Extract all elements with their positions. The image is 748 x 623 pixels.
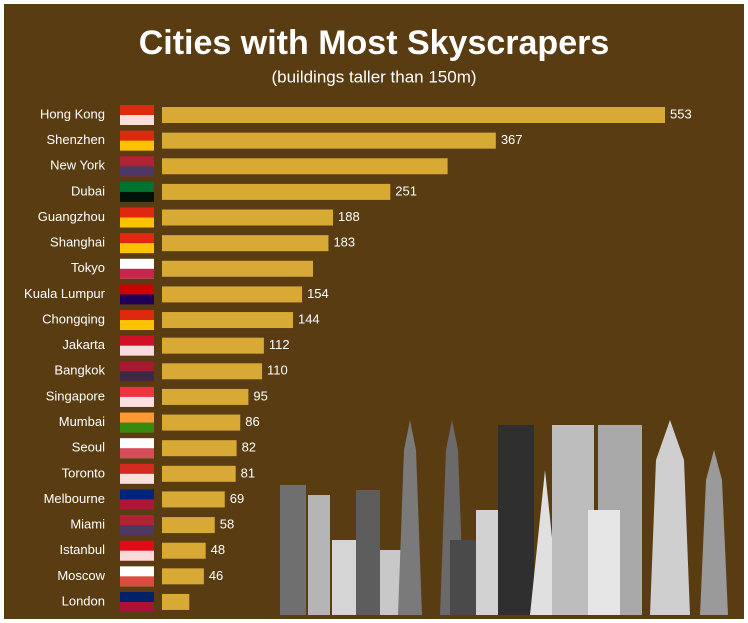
bar [162, 517, 215, 534]
value-label: 46 [209, 568, 223, 583]
bar [162, 593, 190, 610]
category-label: Guangzhou [38, 209, 105, 224]
value-label: 553 [670, 106, 692, 121]
flag-detail [120, 217, 154, 228]
skyline-illustration [280, 420, 728, 615]
chart-subtitle: (buildings taller than 150m) [271, 67, 476, 86]
flag-detail [120, 268, 154, 279]
category-label: Kuala Lumpur [24, 286, 106, 301]
flag-detail [120, 499, 154, 510]
value-label: 112 [269, 337, 290, 352]
bar [162, 235, 329, 252]
category-label: Miami [70, 517, 105, 532]
category-label: Hong Kong [40, 106, 105, 121]
value-label: 95 [253, 388, 267, 403]
bar [162, 209, 334, 226]
flag-detail [120, 243, 154, 254]
category-label: New York [50, 158, 105, 173]
value-label: 48 [211, 542, 225, 557]
category-label: Jakarta [62, 337, 105, 352]
bar [162, 363, 263, 380]
category-label: Chongqing [42, 311, 105, 326]
bar [162, 337, 264, 354]
bar [162, 260, 313, 277]
value-label: 183 [333, 235, 355, 250]
value-label: 144 [298, 311, 320, 326]
flag-detail [120, 473, 154, 484]
flag-detail [120, 371, 154, 382]
flag-detail [120, 345, 154, 356]
value-label: 86 [245, 414, 259, 429]
flag-detail [120, 115, 154, 125]
value-label: 251 [395, 183, 417, 198]
value-label: 110 [267, 363, 288, 378]
category-label: Tokyo [71, 260, 105, 275]
bar [162, 465, 236, 482]
bar [162, 312, 293, 329]
category-label: Bangkok [54, 363, 105, 378]
value-label: 154 [307, 286, 329, 301]
bar [162, 132, 496, 149]
flag-detail [120, 576, 154, 587]
flag-detail [120, 191, 154, 202]
value-label: 69 [230, 491, 244, 506]
bar [162, 568, 204, 585]
flag-detail [120, 320, 154, 331]
category-label: Melbourne [44, 491, 105, 506]
value-label: 58 [220, 517, 234, 532]
category-label: Moscow [57, 568, 105, 583]
category-label: Seoul [72, 440, 105, 455]
category-label: Shenzhen [46, 132, 105, 147]
bar [162, 388, 249, 405]
flag-detail [120, 448, 154, 459]
category-label: Toronto [62, 465, 105, 480]
value-label: 81 [241, 465, 255, 480]
category-label: Singapore [46, 388, 105, 403]
flag-detail [120, 294, 154, 305]
chart-title: Cities with Most Skyscrapers [139, 24, 610, 62]
flag-detail [120, 525, 154, 536]
category-label: Mumbai [59, 414, 105, 429]
flag-detail [120, 422, 154, 433]
value-label: 188 [338, 209, 360, 224]
flag-detail [120, 601, 154, 612]
flag-detail [120, 140, 154, 151]
bar [162, 183, 391, 200]
bar [162, 542, 206, 559]
category-label: Dubai [71, 183, 105, 198]
bar [162, 107, 665, 123]
flag-detail [120, 396, 154, 407]
flag-detail [120, 166, 154, 177]
bar [162, 286, 303, 303]
bar [162, 158, 448, 175]
bar [162, 491, 225, 508]
bar [162, 440, 237, 457]
value-label: 82 [242, 440, 256, 455]
category-label: Istanbul [59, 542, 105, 557]
value-label: 367 [501, 132, 523, 147]
flag-detail [120, 550, 154, 561]
bar [162, 414, 241, 431]
category-label: Shanghai [50, 235, 105, 250]
category-label: London [62, 593, 105, 608]
